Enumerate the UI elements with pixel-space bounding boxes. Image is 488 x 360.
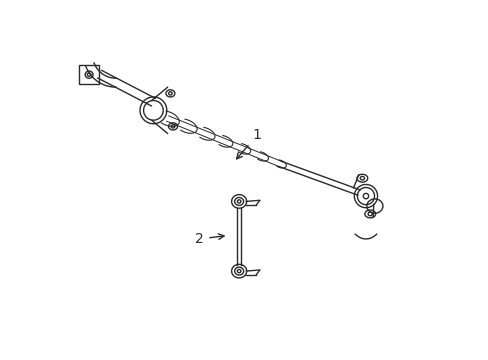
Text: 1: 1 [236,129,261,159]
Text: 2: 2 [195,232,224,246]
FancyBboxPatch shape [79,65,99,84]
